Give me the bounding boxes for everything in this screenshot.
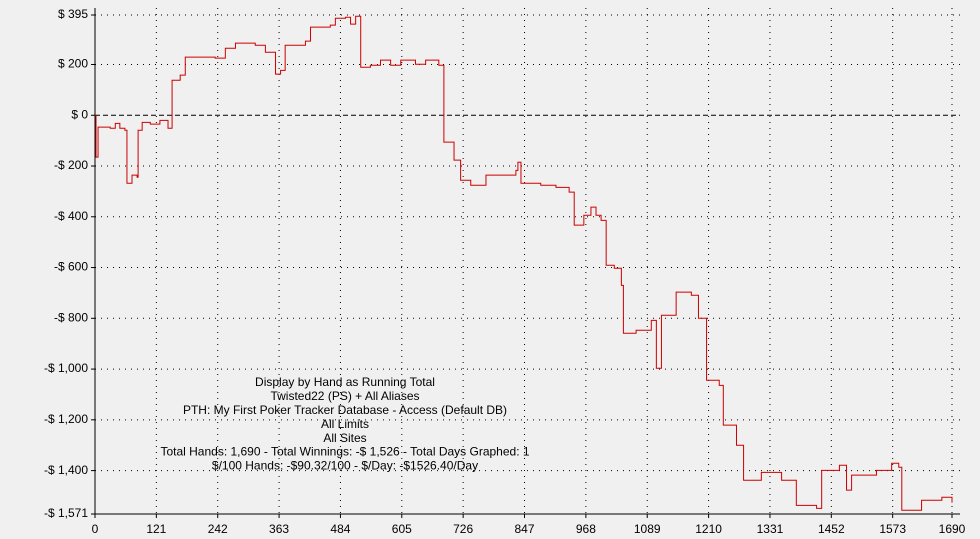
y-tick-label: -$ 1,571 <box>44 506 88 520</box>
labels: $ 395 $ 200 $ 0 -$ 200 -$ 400 -$ 600 -$ 800 -$ … <box>44 7 966 536</box>
annotation: Display by Hand as Running Total <box>255 375 435 389</box>
annotation: PTH: My First Poker Tracker Database - A… <box>183 403 507 417</box>
annotation: $/100 Hands: -$90.32/100 - $/Day: -$1526… <box>212 459 478 473</box>
x-tick-label: 363 <box>269 522 289 536</box>
x-tick-label: 847 <box>514 522 534 536</box>
y-tick-label: -$ 800 <box>54 310 88 324</box>
x-tick-label: 1331 <box>757 522 784 536</box>
x-tick-label: 968 <box>576 522 596 536</box>
x-tick-label: 1690 <box>939 522 966 536</box>
annotation: All Limits <box>321 417 369 431</box>
y-tick-label: -$ 400 <box>54 209 88 223</box>
grid <box>91 8 960 518</box>
y-tick-label: -$ 600 <box>54 260 88 274</box>
annotation: All Sites <box>323 431 366 445</box>
plot <box>95 15 953 511</box>
x-tick-label: 242 <box>208 522 228 536</box>
x-tick-label: 1210 <box>695 522 722 536</box>
y-tick-label: -$ 200 <box>54 158 88 172</box>
annotation: Total Hands: 1,690 - Total Winnings: -$ … <box>160 445 529 459</box>
x-tick-label: 121 <box>146 522 166 536</box>
y-tick-label: $ 200 <box>58 57 88 71</box>
y-tick-label: -$ 1,200 <box>44 412 88 426</box>
x-tick-label: 1089 <box>634 522 661 536</box>
x-tick-label: 726 <box>453 522 473 536</box>
x-tick-label: 605 <box>392 522 412 536</box>
annotation: Twisted22 (PS) + All Aliases <box>270 389 419 403</box>
x-tick-label: 1573 <box>879 522 906 536</box>
x-tick-label: 484 <box>330 522 350 536</box>
data-line <box>95 15 953 511</box>
y-tick-label: $ 0 <box>71 107 88 121</box>
x-tick-label: 0 <box>92 522 99 536</box>
y-tick-label: -$ 1,400 <box>44 463 88 477</box>
x-tick-label: 1452 <box>818 522 845 536</box>
y-tick-label: -$ 1,000 <box>44 361 88 375</box>
y-tick-label: $ 395 <box>58 7 88 21</box>
